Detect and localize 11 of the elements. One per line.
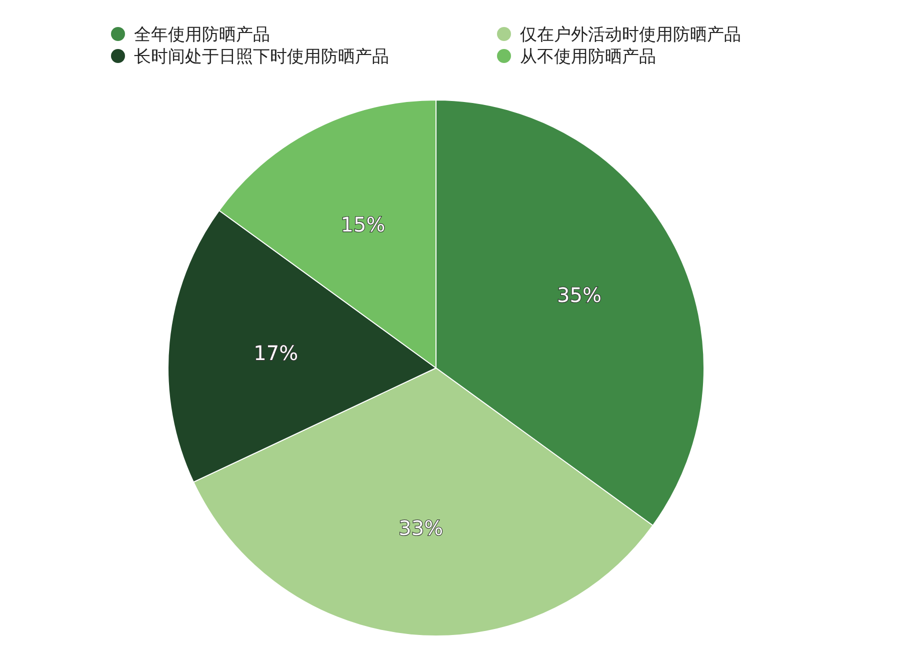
legend-label: 长时间处于日照下时使用防晒产品 bbox=[134, 47, 389, 67]
pie-slice bbox=[218, 100, 436, 368]
legend-label: 从不使用防晒产品 bbox=[520, 47, 656, 67]
pie-slice bbox=[193, 368, 654, 636]
data-label: 17% bbox=[254, 340, 298, 365]
data-label: 35% bbox=[557, 283, 602, 307]
legend-label: 仅在户外活动时使用防晒产品 bbox=[520, 25, 741, 45]
legend-label: 全年使用防晒产品 bbox=[134, 25, 270, 45]
data-label: 33% bbox=[398, 516, 444, 540]
pie-slice bbox=[168, 210, 436, 483]
data-label: 15% bbox=[340, 212, 386, 237]
